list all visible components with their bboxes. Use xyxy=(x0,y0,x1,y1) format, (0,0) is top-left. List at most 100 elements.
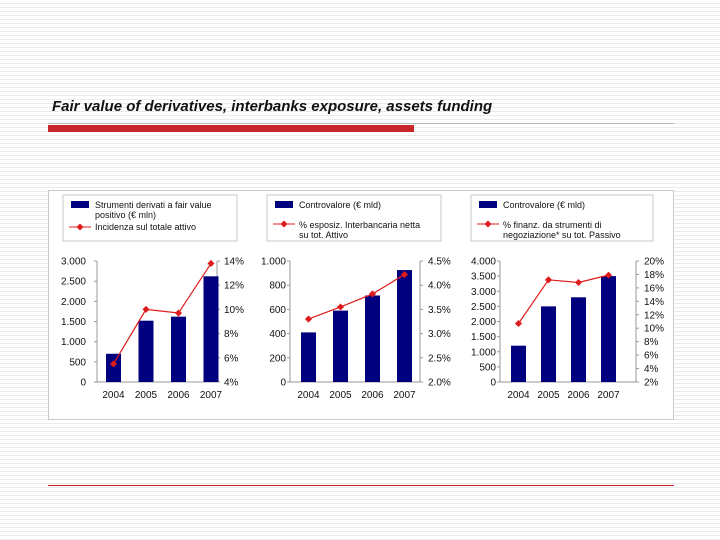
y-right-tick-label: 4% xyxy=(644,364,659,375)
y-left-tick-label: 1.000 xyxy=(471,347,496,358)
x-tick-label: 2006 xyxy=(167,390,190,401)
y-left-tick-label: 1.000 xyxy=(61,337,86,348)
legend-marker xyxy=(484,220,492,228)
x-tick-label: 2007 xyxy=(393,390,416,401)
y-right-tick-label: 16% xyxy=(644,283,664,294)
y-right-tick-label: 8% xyxy=(224,329,239,340)
x-tick-label: 2005 xyxy=(329,390,352,401)
legend-box xyxy=(470,194,654,242)
legend-marker xyxy=(76,223,84,231)
y-right-tick-label: 20% xyxy=(644,257,664,268)
y-right-tick-label: 14% xyxy=(644,297,664,308)
legend-label-line: Incidenza sul totale attivo xyxy=(95,222,196,232)
y-left-tick-label: 3.000 xyxy=(471,287,496,298)
bar-2007 xyxy=(397,270,412,382)
x-tick-label: 2004 xyxy=(297,390,320,401)
y-right-tick-label: 4.5% xyxy=(428,257,451,268)
charts-svg: Strumenti derivati a fair valuepositivo … xyxy=(61,194,664,401)
legend-box xyxy=(266,194,442,242)
legend-label-line: negoziazione* su tot. Passivo xyxy=(503,230,621,240)
y-right-tick-label: 6% xyxy=(224,353,239,364)
line-point-2007 xyxy=(604,271,613,279)
legend-bar-swatch xyxy=(479,201,497,208)
x-tick-label: 2007 xyxy=(200,390,223,401)
y-right-tick-label: 12% xyxy=(224,281,244,292)
y-left-tick-label: 2.500 xyxy=(61,277,86,288)
y-right-tick-label: 8% xyxy=(644,337,659,348)
legend-label-bars: positivo (€ mln) xyxy=(95,210,156,220)
y-left-tick-label: 1.500 xyxy=(61,317,86,328)
x-tick-label: 2004 xyxy=(507,390,530,401)
x-tick-label: 2006 xyxy=(361,390,384,401)
bar-2005 xyxy=(138,320,154,382)
y-right-tick-label: 12% xyxy=(644,310,664,321)
y-left-tick-label: 1.500 xyxy=(471,332,496,343)
y-right-tick-label: 4% xyxy=(224,378,239,389)
bar-2004 xyxy=(511,345,526,382)
bar-2006 xyxy=(365,295,380,382)
x-tick-label: 2005 xyxy=(135,390,158,401)
bar-2007 xyxy=(203,276,219,382)
title-rule-accent xyxy=(48,125,414,132)
bar-2006 xyxy=(571,297,586,382)
y-left-tick-label: 0 xyxy=(490,378,496,389)
y-left-tick-label: 500 xyxy=(69,357,86,368)
y-left-tick-label: 500 xyxy=(479,362,496,373)
y-right-tick-label: 3.0% xyxy=(428,329,451,340)
bar-2006 xyxy=(171,316,186,382)
line-point-2005 xyxy=(544,276,553,284)
y-right-tick-label: 3.5% xyxy=(428,305,451,316)
y-left-tick-label: 2.000 xyxy=(61,297,86,308)
y-right-tick-label: 14% xyxy=(224,257,244,268)
line-point-2005 xyxy=(142,305,150,313)
line-point-2004 xyxy=(304,315,313,323)
series-line xyxy=(518,274,609,324)
y-right-tick-label: 6% xyxy=(644,351,659,362)
y-left-tick-label: 3.000 xyxy=(61,257,86,268)
charts-panel: Strumenti derivati a fair value positivo … xyxy=(48,190,674,420)
y-left-tick-label: 200 xyxy=(269,353,286,364)
line-point-2007 xyxy=(400,271,409,279)
y-right-tick-label: 2.5% xyxy=(428,353,451,364)
series-line xyxy=(112,263,212,365)
x-tick-label: 2004 xyxy=(102,390,125,401)
legend-label-bars: Controvalore (€ mld) xyxy=(503,200,585,210)
y-right-tick-label: 2.0% xyxy=(428,378,451,389)
y-left-tick-label: 2.500 xyxy=(471,302,496,313)
legend-label-line: su tot. Attivo xyxy=(299,230,348,240)
bar-2004 xyxy=(301,332,316,382)
x-tick-label: 2005 xyxy=(537,390,560,401)
y-right-tick-label: 10% xyxy=(224,305,244,316)
y-left-tick-label: 1.000 xyxy=(261,257,286,268)
title-rule-thin xyxy=(48,123,674,124)
y-left-tick-label: 3.500 xyxy=(471,272,496,283)
y-left-tick-label: 0 xyxy=(280,378,286,389)
legend-marker xyxy=(280,220,288,228)
series-line xyxy=(308,274,405,320)
line-point-2006 xyxy=(368,290,377,298)
slide-title: Fair value of derivatives, interbanks ex… xyxy=(52,98,493,115)
chart-1: Strumenti derivati a fair valuepositivo … xyxy=(61,194,244,401)
bar-2005 xyxy=(333,310,348,382)
line-point-2005 xyxy=(336,303,345,311)
bar-2005 xyxy=(541,306,556,382)
chart-2: Controvalore (€ mld) % esposiz. Interbanc… xyxy=(261,194,451,401)
y-left-tick-label: 0 xyxy=(80,378,86,389)
bottom-rule xyxy=(48,485,674,486)
line-point-2006 xyxy=(574,278,583,287)
legend-box xyxy=(62,194,238,242)
y-left-tick-label: 600 xyxy=(269,305,286,316)
bar-2007 xyxy=(601,276,616,382)
legend-label-bars: Strumenti derivati a fair value xyxy=(95,200,212,210)
bar-2004 xyxy=(106,353,121,382)
y-right-tick-label: 18% xyxy=(644,270,664,281)
chart-3: Controvalore (€ mld) % finanz. da strumen… xyxy=(470,194,664,401)
legend-bar-swatch xyxy=(275,201,293,208)
line-point-2004 xyxy=(514,319,523,328)
y-left-tick-label: 400 xyxy=(269,329,286,340)
y-right-tick-label: 10% xyxy=(644,324,664,335)
x-tick-label: 2006 xyxy=(567,390,590,401)
y-left-tick-label: 4.000 xyxy=(471,257,496,268)
y-right-tick-label: 2% xyxy=(644,378,659,389)
x-tick-label: 2007 xyxy=(597,390,620,401)
